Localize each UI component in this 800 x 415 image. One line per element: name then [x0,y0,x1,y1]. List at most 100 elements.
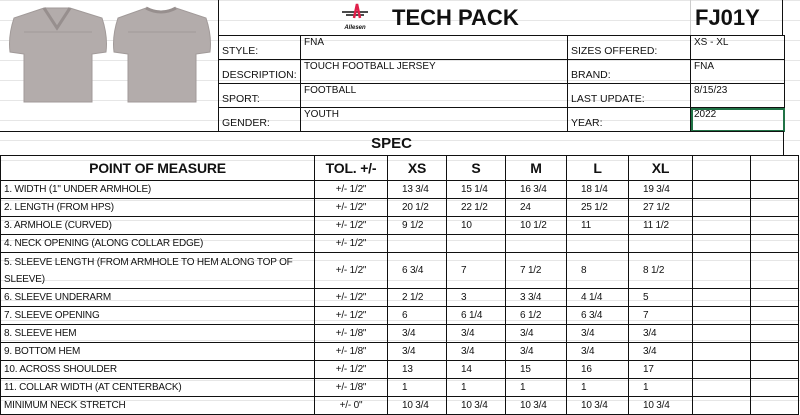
measure-name: 5. SLEEVE LENGTH (FROM ARMHOLE TO HEM AL… [0,252,315,289]
size-value: 24 [505,198,567,217]
tolerance: +/- 1/2" [314,216,388,235]
size-value: 6 [387,306,447,325]
size-value: 3/4 [566,342,629,361]
spec-row: MINIMUM NECK STRETCH +/- 0" 10 3/4 10 3/4 10… [0,396,799,415]
spec-table: POINT OF MEASURE TOL. +/- XS S M L XL 1. WIDTH… [0,155,799,415]
info-label: DESCRIPTION: [218,59,301,84]
measure-name: 6. SLEEVE UNDERARM [0,288,315,307]
size-value [692,288,751,307]
info-value[interactable]: 8/15/23 [690,83,785,108]
size-value: 1 [628,378,693,397]
year-value-selected-cell[interactable]: 2022 [690,107,785,132]
cell-divider [690,0,691,36]
size-value: 10 3/4 [387,396,447,415]
measure-name: 10. ACROSS SHOULDER [0,360,315,379]
measure-name: MINIMUM NECK STRETCH [0,396,315,415]
size-value: 20 1/2 [387,198,447,217]
info-value[interactable]: FNA [690,59,785,84]
size-value [750,360,799,379]
size-value: 10 3/4 [505,396,567,415]
info-label: STYLE: [218,35,301,60]
spec-row: 9. BOTTOM HEM +/- 1/8" 3/4 3/4 3/4 3/4 3/4 [0,342,799,361]
size-value: 3/4 [446,342,506,361]
info-label: LAST UPDATE: [567,83,691,108]
size-value: 3/4 [387,342,447,361]
tolerance: +/- 1/2" [314,360,388,379]
spec-row: 10. ACROSS SHOULDER +/- 1/2" 13 14 15 16 17 [0,360,799,379]
size-value: 13 3/4 [387,180,447,199]
size-value: 25 1/2 [566,198,629,217]
column-header [750,155,799,181]
spec-row: 5. SLEEVE LENGTH (FROM ARMHOLE TO HEM AL… [0,252,799,289]
spec-row: 1. WIDTH (1" UNDER ARMHOLE) +/- 1/2" 13 3/… [0,180,799,199]
size-value [692,252,751,289]
spec-row: 11. COLLAR WIDTH (AT CENTERBACK) +/- 1/8"… [0,378,799,397]
size-value: 10 1/2 [505,216,567,235]
size-value [692,360,751,379]
info-value[interactable]: YOUTH [300,107,568,132]
tolerance: +/- 1/8" [314,324,388,343]
spec-row: 3. ARMHOLE (CURVED) +/- 1/2" 9 1/2 10 10 1/2… [0,216,799,235]
size-value: 10 3/4 [628,396,693,415]
info-label: SPORT: [218,83,301,108]
info-label: BRAND: [567,59,691,84]
info-label: YEAR: [567,107,691,132]
size-value: 7 [446,252,506,289]
brand-logo: Allesen [337,2,373,32]
info-value[interactable]: TOUCH FOOTBALL JERSEY [300,59,568,84]
info-label: GENDER: [218,107,301,132]
size-value [750,324,799,343]
measure-name: 3. ARMHOLE (CURVED) [0,216,315,235]
size-value: 22 1/2 [446,198,506,217]
size-value [692,180,751,199]
size-value: 18 1/4 [566,180,629,199]
size-value [387,234,447,253]
size-value [750,198,799,217]
size-value [750,306,799,325]
header-row [218,0,783,36]
column-header: XS [387,155,447,181]
size-value: 2 1/2 [387,288,447,307]
tolerance: +/- 1/8" [314,378,388,397]
size-value [750,216,799,235]
info-row: GENDER: YOUTH YEAR: 2022 [218,107,785,132]
spec-title: SPEC [0,131,784,156]
info-value[interactable]: FOOTBALL [300,83,568,108]
size-value: 10 [446,216,506,235]
size-value: 14 [446,360,506,379]
tolerance: +/- 1/2" [314,198,388,217]
size-value: 13 [387,360,447,379]
size-value [692,216,751,235]
size-value: 15 1/4 [446,180,506,199]
size-value: 9 1/2 [387,216,447,235]
size-value: 17 [628,360,693,379]
jersey-back-image [113,6,211,103]
size-value [750,252,799,289]
spec-row: 7. SLEEVE OPENING +/- 1/2" 6 6 1/4 6 1/2 6 3/… [0,306,799,325]
tolerance: +/- 1/2" [314,288,388,307]
style-code: FJ01Y [695,5,760,30]
size-value [750,288,799,307]
size-value: 5 [628,288,693,307]
info-value[interactable]: XS - XL [690,35,785,60]
size-value [446,234,506,253]
column-header: POINT OF MEASURE [0,155,315,181]
info-label: SIZES OFFERED: [567,35,691,60]
size-value: 3/4 [505,324,567,343]
measure-name: 8. SLEEVE HEM [0,324,315,343]
size-value: 11 [566,216,629,235]
size-value: 15 [505,360,567,379]
column-header: M [505,155,567,181]
size-value [692,324,751,343]
spec-row: 2. LENGTH (FROM HPS) +/- 1/2" 20 1/2 22 1/2… [0,198,799,217]
size-value: 3/4 [387,324,447,343]
size-value: 10 3/4 [446,396,506,415]
info-value[interactable]: FNA [300,35,568,60]
size-value [692,234,751,253]
size-value [692,342,751,361]
size-value [692,306,751,325]
size-value [750,234,799,253]
tolerance: +/- 1/2" [314,234,388,253]
size-value: 3 [446,288,506,307]
size-value [692,198,751,217]
